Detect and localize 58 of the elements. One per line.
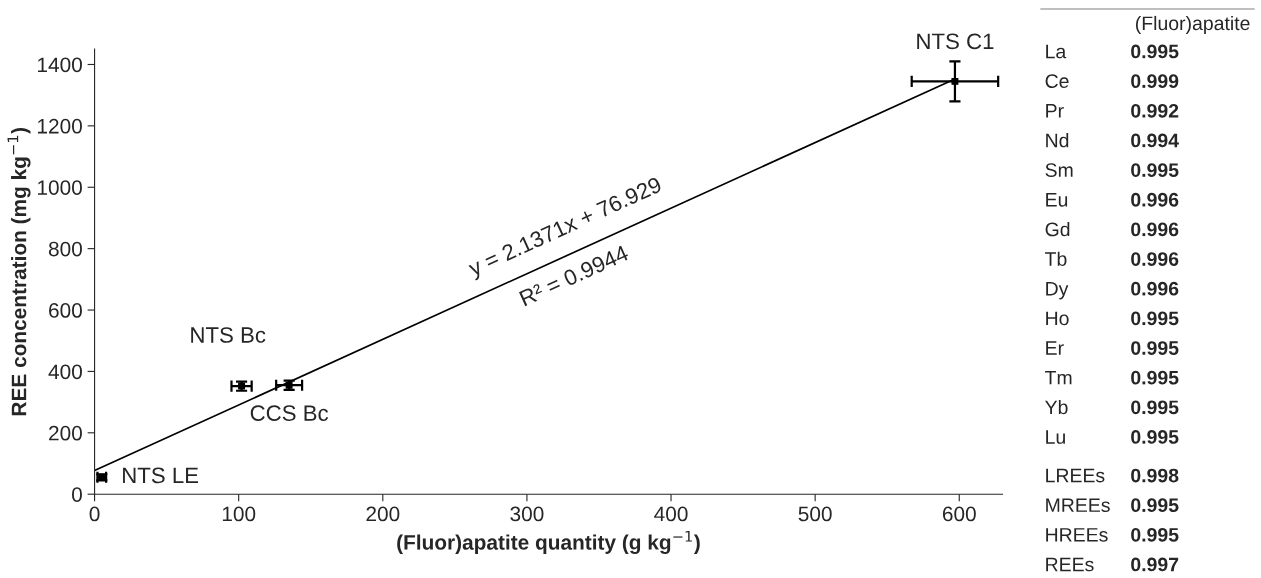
category-label: HREEs: [1046, 528, 1108, 542]
category-label: MREEs: [1046, 498, 1110, 513]
category-label: Eu: [1046, 193, 1068, 207]
y-tick-label: 800: [48, 241, 82, 257]
x-tick-label: 0: [89, 506, 100, 522]
y-tick-label: 1200: [38, 118, 82, 134]
data-label: 0.995: [1131, 44, 1179, 59]
data-label: 0.995: [1131, 400, 1179, 415]
category-label: Lu: [1046, 430, 1065, 444]
y-tick-label: 1000: [38, 180, 82, 196]
data-label: 0.995: [1131, 527, 1179, 542]
data-label: 0.997: [1131, 557, 1179, 572]
annotation: CCS Bc: [250, 405, 329, 421]
category-label: Gd: [1045, 222, 1070, 237]
data-label: 0.998: [1131, 468, 1179, 483]
x-tick-label: 600: [942, 506, 976, 522]
y-tick-label: 0: [72, 487, 82, 502]
data-label: 0.996: [1131, 222, 1179, 237]
data-label: 0.996: [1131, 281, 1179, 296]
y-axis-title: REE concentration (mg kg$^{−1}$): [7, 127, 31, 416]
category-label: La: [1046, 44, 1067, 59]
annotation: NTS C1: [917, 33, 994, 50]
data-label: 0.995: [1131, 311, 1179, 326]
data-label: 0.995: [1131, 430, 1179, 444]
data-label: 0.996: [1131, 192, 1179, 207]
data-label: 0.992: [1131, 103, 1179, 118]
category-label: Sm: [1045, 163, 1073, 177]
category-label: Pr: [1046, 104, 1064, 118]
y-tick-label: 200: [49, 425, 82, 441]
data-label: 0.995: [1131, 341, 1179, 355]
category-label: Er: [1046, 341, 1064, 355]
x-tick-label: 300: [510, 506, 544, 522]
y-tick-label: 400: [48, 364, 82, 380]
x-tick-label: 500: [798, 506, 832, 522]
category-label: Yb: [1045, 399, 1068, 415]
data-label: 0.999: [1131, 74, 1179, 89]
x-axis-title: (Fluor)apatite quantity (g kg$^{−1}$): [397, 530, 700, 554]
y-tick-label: 600: [49, 303, 82, 318]
data-label: 0.995: [1131, 370, 1179, 385]
data-label: 0.996: [1131, 252, 1179, 266]
data-label: 0.995: [1131, 498, 1179, 513]
category-label: REEs: [1046, 557, 1094, 572]
y-tick-label: 1400: [38, 57, 82, 73]
category-label: Dy: [1046, 282, 1069, 300]
category-label: Ce: [1045, 74, 1069, 89]
category-label: Tb: [1045, 251, 1067, 266]
data-label: 0.995: [1131, 163, 1179, 177]
category-label: Nd: [1046, 133, 1069, 148]
category-label: Ho: [1046, 311, 1069, 326]
text: (Fluor)apatite: [1135, 15, 1250, 35]
data-label: 0.994: [1131, 133, 1179, 148]
x-tick-label: 100: [222, 506, 256, 522]
category-label: LREEs: [1046, 468, 1105, 483]
annotation: NTS Bc: [191, 327, 266, 343]
x-tick-label: 400: [654, 506, 688, 522]
category-label: Tm: [1045, 370, 1072, 385]
x-tick-label: 200: [366, 506, 400, 522]
annotation: NTS LE: [123, 467, 199, 484]
